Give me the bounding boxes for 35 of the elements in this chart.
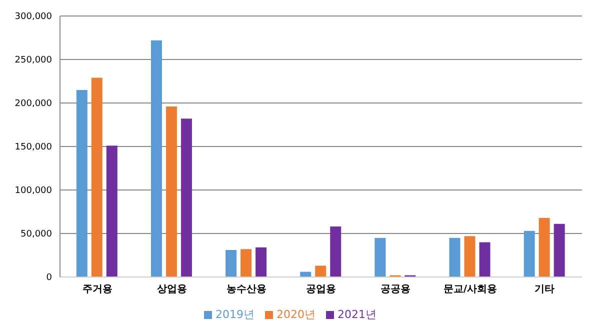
bar (91, 78, 102, 277)
bar (166, 106, 177, 277)
x-tick-label: 공업용 (306, 284, 336, 296)
x-tick-label: 기타 (534, 284, 555, 296)
bar (180, 118, 192, 277)
bar (106, 146, 118, 277)
y-tick-label: 150,000 (14, 142, 52, 153)
bar (226, 250, 237, 277)
x-tick-label: 공공용 (380, 284, 411, 296)
bar (256, 247, 267, 277)
y-tick-label: 0 (46, 273, 52, 284)
x-tick-label: 주거용 (82, 284, 112, 296)
bar (479, 242, 490, 277)
x-tick-label: 문교/사회용 (443, 284, 497, 296)
legend-label: 2021년 (338, 308, 376, 321)
bar (554, 224, 565, 277)
x-tick-label: 농수산용 (226, 284, 266, 296)
y-tick-label: 100,000 (14, 186, 52, 196)
bar (464, 236, 476, 277)
legend-label: 2020년 (276, 308, 316, 321)
bar (330, 226, 342, 277)
bar (76, 90, 88, 277)
y-tick-label: 200,000 (14, 99, 52, 110)
bar (538, 218, 550, 277)
y-tick-label: 50,000 (20, 230, 52, 240)
bar (150, 40, 162, 277)
bar (374, 238, 386, 277)
bar (524, 230, 535, 277)
legend-label: 2019년 (216, 308, 254, 321)
bar (240, 249, 252, 277)
y-tick-label: 250,000 (14, 56, 52, 66)
y-tick-label: 300,000 (14, 12, 52, 22)
x-tick-label: 상업용 (156, 284, 187, 296)
bar (449, 238, 460, 277)
bar (315, 266, 326, 277)
